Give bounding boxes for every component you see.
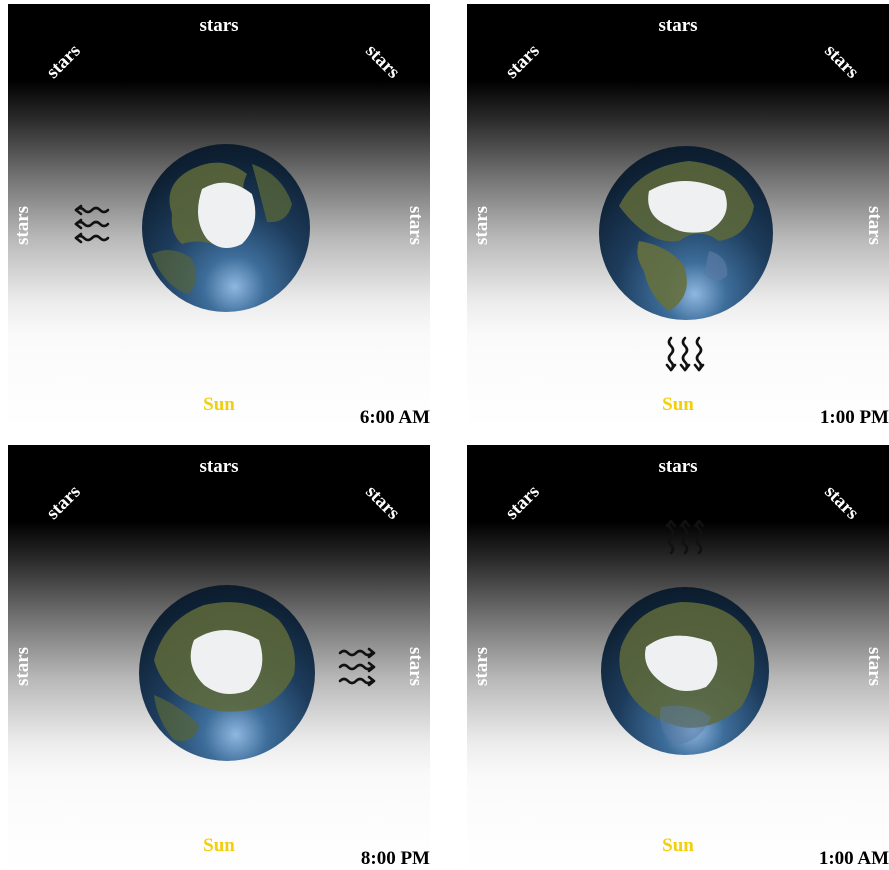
earth-globe-icon — [599, 146, 773, 320]
heat-arrows-up-icon — [74, 204, 110, 244]
stars-label-left: stars — [471, 646, 493, 687]
stars-label-top: stars — [199, 456, 239, 477]
heat-arrows-right-icon — [338, 647, 376, 687]
stars-label-top: stars — [199, 15, 239, 36]
stars-label-bottom-left: stars — [44, 352, 87, 395]
stars-label-bottom-left: stars — [503, 352, 546, 395]
earth-globe-icon — [601, 587, 769, 755]
panel-1pm: stars stars stars stars stars stars star… — [467, 4, 889, 429]
stars-label-top-left: stars — [501, 481, 544, 524]
stars-label-top-right: stars — [820, 481, 863, 524]
stars-label-right: stars — [863, 646, 885, 687]
stars-label-right: stars — [404, 205, 426, 246]
stars-label-bottom-right: stars — [818, 352, 861, 395]
stars-label-bottom-right: stars — [818, 793, 861, 836]
time-label: 1:00 AM — [818, 848, 889, 869]
stars-label-left: stars — [471, 205, 493, 246]
panel-8pm: stars stars stars stars stars stars star… — [8, 445, 430, 870]
stars-label-top-left: stars — [42, 40, 85, 83]
time-label: 1:00 PM — [819, 407, 889, 428]
panel-6am: stars stars stars stars stars stars star… — [8, 4, 430, 429]
stars-label-top-left: stars — [42, 481, 85, 524]
time-label: 6:00 AM — [359, 407, 430, 428]
stars-label-left: stars — [12, 646, 34, 687]
sun-label: Sun — [662, 394, 694, 415]
stars-label-right: stars — [404, 646, 426, 687]
sun-label: Sun — [662, 835, 694, 856]
stars-label-bottom-left: stars — [503, 793, 546, 836]
stars-label-right: stars — [863, 205, 885, 246]
panel-1am: stars stars stars stars stars stars star… — [467, 445, 889, 870]
stars-label-top: stars — [658, 15, 698, 36]
stars-label-top: stars — [658, 456, 698, 477]
stars-label-bottom-right: stars — [359, 793, 402, 836]
sun-label: Sun — [203, 394, 235, 415]
stars-label-top-right: stars — [361, 40, 404, 83]
stars-label-top-left: stars — [501, 40, 544, 83]
stars-label-bottom-right: stars — [359, 352, 402, 395]
stars-label-bottom-left: stars — [44, 793, 87, 836]
heat-arrows-down-icon — [665, 336, 705, 372]
time-label: 8:00 PM — [360, 848, 430, 869]
stars-label-top-right: stars — [361, 481, 404, 524]
stars-label-left: stars — [12, 205, 34, 246]
stars-label-top-right: stars — [820, 40, 863, 83]
sun-label: Sun — [203, 835, 235, 856]
earth-globe-icon — [139, 585, 315, 761]
earth-globe-icon — [142, 144, 310, 312]
heat-arrows-up-icon — [665, 519, 705, 555]
